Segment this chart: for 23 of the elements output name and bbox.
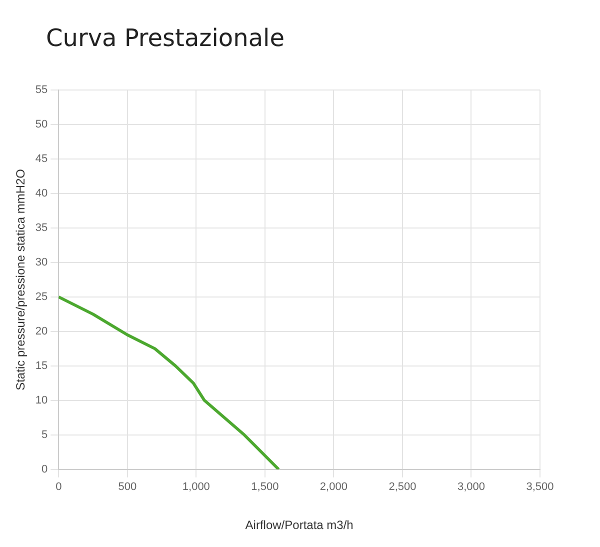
y-tick-label: 50 bbox=[35, 118, 48, 131]
y-tick-label: 40 bbox=[35, 188, 48, 200]
x-tick-label: 2,000 bbox=[320, 481, 348, 494]
y-tick-label: 25 bbox=[35, 290, 48, 303]
x-tick-label: 3,500 bbox=[526, 481, 554, 494]
y-tick-label: 30 bbox=[35, 256, 48, 268]
x-tick-label: 1,500 bbox=[251, 481, 279, 494]
y-tick-label: 15 bbox=[35, 360, 48, 372]
chart-title: Curva Prestazionale bbox=[46, 24, 284, 52]
y-tick-label: 10 bbox=[35, 394, 48, 406]
y-axis-title: Static pressure/pressione statica mmH2O bbox=[14, 168, 28, 390]
x-tick-label: 3,000 bbox=[457, 481, 485, 494]
y-tick-label: 5 bbox=[42, 428, 48, 441]
y-tick-label: 35 bbox=[35, 222, 48, 234]
x-axis-title: Airflow/Portata m3/h bbox=[245, 518, 354, 532]
x-tick-label: 1,000 bbox=[182, 481, 210, 494]
y-tick-label: 0 bbox=[42, 463, 48, 476]
y-tick-label: 20 bbox=[35, 325, 48, 338]
y-tick-label: 55 bbox=[35, 84, 48, 96]
x-tick-label: 500 bbox=[118, 481, 137, 494]
x-tick-label: 0 bbox=[56, 481, 62, 494]
y-tick-label: 45 bbox=[35, 153, 48, 166]
x-tick-label: 2,500 bbox=[388, 481, 416, 494]
